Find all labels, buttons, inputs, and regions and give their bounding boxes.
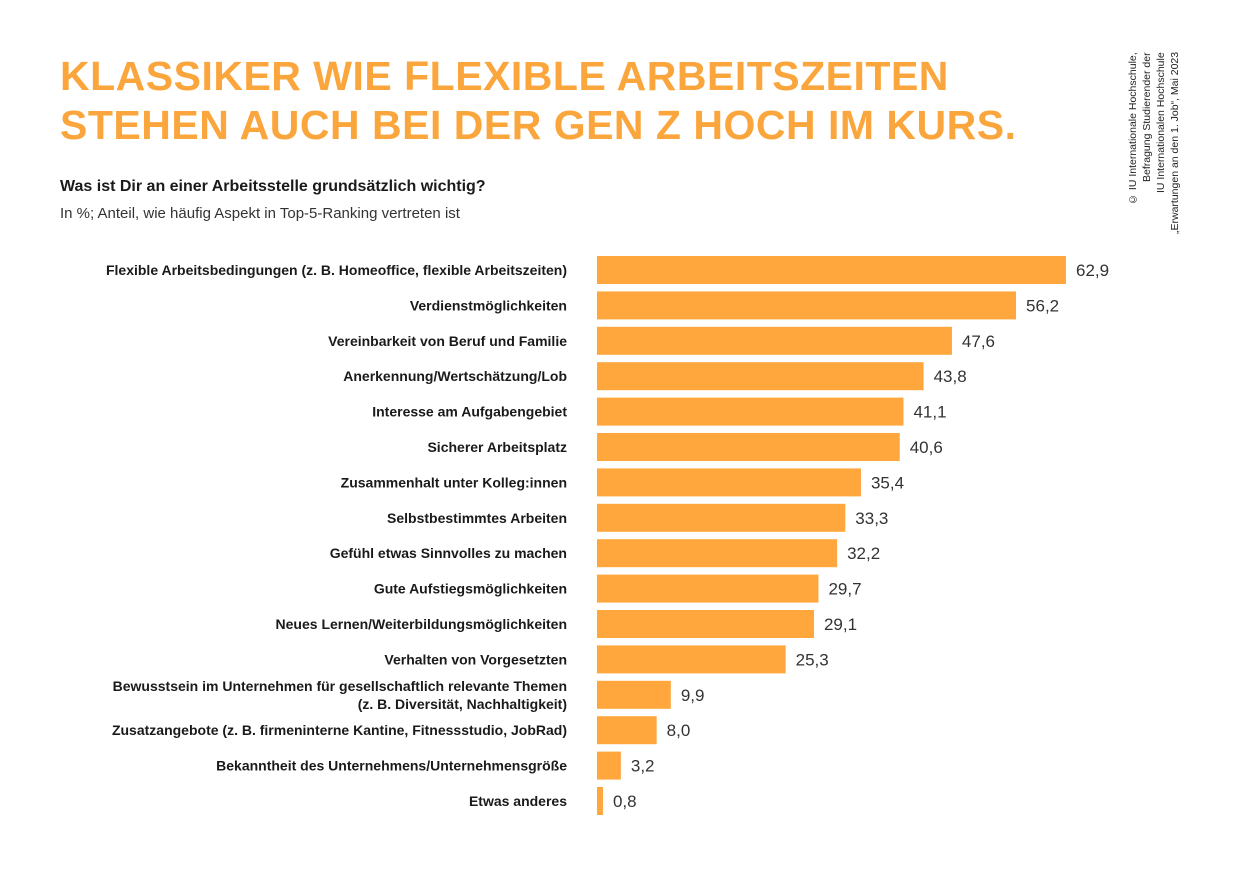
category-label: (z. B. Diversität, Nachhaltigkeit)	[358, 696, 567, 712]
data-label: 40,6	[910, 438, 943, 457]
page-title: KLASSIKER WIE FLEXIBLE ARBEITSZEITEN STE…	[60, 52, 1016, 150]
unit-note: In %; Anteil, wie häufig Aspekt in Top-5…	[60, 205, 460, 222]
chart-question: Was ist Dir an einer Arbeitsstelle grund…	[60, 178, 486, 195]
category-label: Gefühl etwas Sinnvolles zu machen	[330, 545, 567, 561]
category-label: Bekanntheit des Unternehmens/Unternehmen…	[216, 758, 567, 774]
bar	[597, 787, 603, 815]
bar	[597, 468, 861, 497]
bar	[597, 645, 786, 674]
category-label: Sicherer Arbeitsplatz	[427, 439, 567, 455]
category-label: Zusatzangebote (z. B. firmeninterne Kant…	[112, 722, 567, 738]
category-label: Verhalten von Vorgesetzten	[384, 651, 567, 667]
category-label: Gute Aufstiegsmöglichkeiten	[374, 581, 567, 597]
bar	[597, 397, 904, 426]
category-label: Bewusstsein im Unternehmen für gesellsch…	[113, 678, 567, 694]
bar	[597, 751, 621, 780]
category-label: Anerkennung/Wertschätzung/Lob	[343, 368, 567, 384]
bar	[597, 291, 1017, 320]
bar	[597, 256, 1066, 284]
bar	[597, 539, 838, 568]
data-label: 3,2	[631, 757, 655, 776]
data-label: 25,3	[796, 650, 829, 669]
data-label: 29,1	[824, 615, 857, 634]
data-label: 62,9	[1076, 261, 1109, 280]
title-line-2: STEHEN AUCH BEI DER GEN Z HOCH IM KURS.	[60, 102, 1017, 148]
data-label: 32,2	[847, 544, 880, 563]
bar	[597, 716, 657, 745]
category-label: Verdienstmöglichkeiten	[410, 297, 567, 313]
bar	[597, 326, 952, 355]
data-label: 41,1	[913, 403, 946, 422]
bar	[597, 362, 924, 391]
title-line-1: KLASSIKER WIE FLEXIBLE ARBEITSZEITEN	[60, 53, 949, 99]
bar	[597, 680, 671, 709]
bar	[597, 574, 819, 603]
data-label: 47,6	[962, 332, 995, 351]
category-label: Zusammenhalt unter Kolleg:innen	[341, 474, 567, 490]
category-label: Neues Lernen/Weiterbildungsmöglichkeiten	[276, 616, 567, 632]
category-label: Vereinbarkeit von Beruf und Familie	[328, 333, 567, 349]
data-label: 9,9	[681, 686, 705, 705]
data-label: 29,7	[828, 580, 861, 599]
data-label: 35,4	[871, 473, 904, 492]
bar	[597, 433, 900, 461]
bar	[597, 503, 846, 532]
data-label: 56,2	[1026, 296, 1059, 315]
data-label: 43,8	[934, 367, 967, 386]
data-label: 0,8	[613, 792, 637, 811]
bar	[597, 610, 814, 638]
category-label: Etwas anderes	[469, 793, 567, 809]
category-label: Selbstbestimmtes Arbeiten	[387, 510, 567, 526]
category-label: Interesse am Aufgabengebiet	[372, 404, 567, 420]
data-label: 8,0	[667, 721, 691, 740]
category-label: Flexible Arbeitsbedingungen (z. B. Homeo…	[106, 262, 567, 278]
data-label: 33,3	[855, 509, 888, 528]
